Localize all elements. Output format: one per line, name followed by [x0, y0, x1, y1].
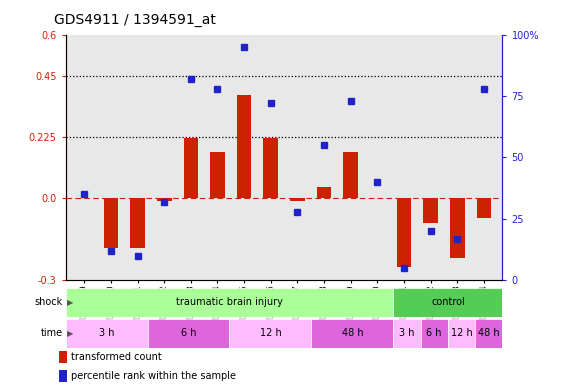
- Bar: [263, 138, 278, 199]
- Bar: [59, 370, 67, 382]
- Bar: [210, 152, 225, 199]
- Bar: [317, 187, 331, 199]
- Text: percentile rank within the sample: percentile rank within the sample: [71, 371, 236, 381]
- Bar: [230, 319, 311, 348]
- Text: shock: shock: [35, 297, 63, 308]
- Text: 3 h: 3 h: [99, 328, 114, 338]
- Text: 6 h: 6 h: [427, 328, 442, 338]
- Bar: [450, 199, 465, 258]
- Bar: [393, 319, 421, 348]
- Text: time: time: [41, 328, 63, 338]
- Bar: [183, 138, 198, 199]
- Bar: [157, 199, 171, 201]
- Bar: [103, 199, 118, 248]
- Text: traumatic brain injury: traumatic brain injury: [176, 297, 283, 308]
- Bar: [66, 319, 147, 348]
- Bar: [423, 199, 438, 223]
- Bar: [397, 199, 411, 266]
- Bar: [290, 199, 305, 201]
- Text: 48 h: 48 h: [341, 328, 363, 338]
- Bar: [311, 319, 393, 348]
- Text: 12 h: 12 h: [260, 328, 282, 338]
- Bar: [237, 94, 251, 199]
- Text: 48 h: 48 h: [478, 328, 500, 338]
- Bar: [477, 199, 491, 217]
- Text: 12 h: 12 h: [451, 328, 472, 338]
- Bar: [66, 288, 393, 317]
- Text: 6 h: 6 h: [181, 328, 196, 338]
- Text: control: control: [431, 297, 465, 308]
- Text: ▶: ▶: [67, 298, 73, 307]
- Text: ▶: ▶: [67, 329, 73, 338]
- Text: GDS4911 / 1394591_at: GDS4911 / 1394591_at: [54, 13, 216, 27]
- Bar: [475, 319, 502, 348]
- Bar: [147, 319, 230, 348]
- Text: 3 h: 3 h: [399, 328, 415, 338]
- Bar: [421, 319, 448, 348]
- Bar: [59, 351, 67, 363]
- Bar: [343, 152, 358, 199]
- Bar: [130, 199, 145, 248]
- Bar: [448, 319, 475, 348]
- Bar: [393, 288, 502, 317]
- Text: transformed count: transformed count: [71, 353, 162, 362]
